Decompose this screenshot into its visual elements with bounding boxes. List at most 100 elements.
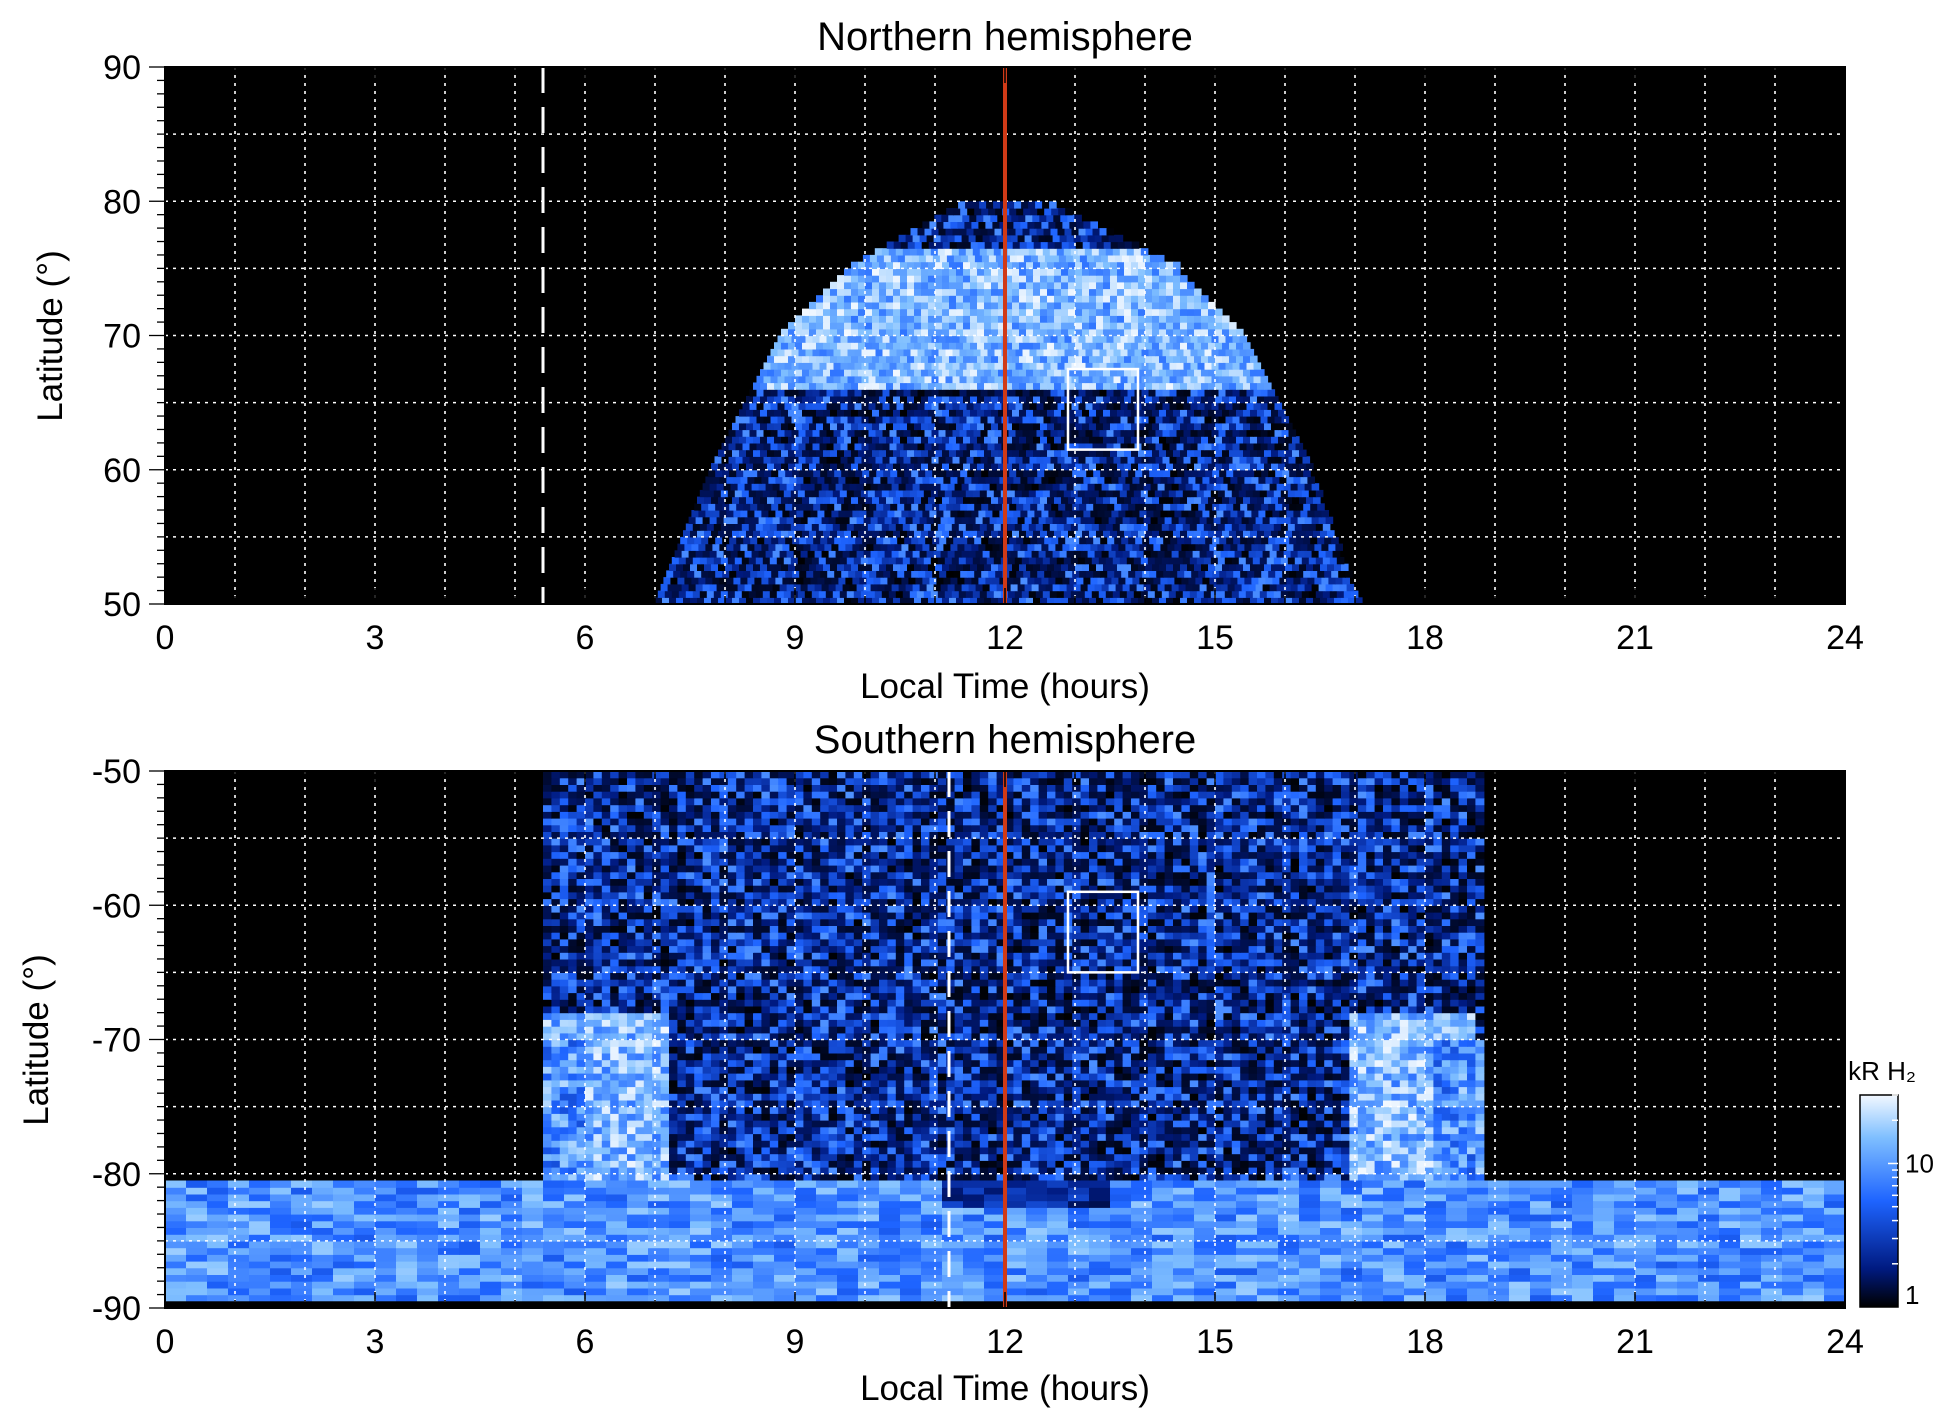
emission-cell: [1132, 577, 1140, 585]
emission-cell: [1075, 563, 1083, 571]
emission-cell: [851, 496, 859, 504]
emission-cell: [823, 395, 831, 404]
emission-cell: [1042, 557, 1051, 565]
emission-cell: [979, 248, 988, 256]
emission-cell: [1113, 402, 1122, 410]
emission-cell: [924, 335, 933, 343]
emission-cell: [1069, 510, 1077, 518]
emission-cell: [828, 550, 837, 558]
emission-cell: [1332, 1153, 1342, 1161]
emission-cell: [1233, 503, 1241, 511]
emission-cell: [1189, 557, 1198, 565]
emission-cell: [984, 355, 992, 363]
emission-cell: [947, 550, 956, 558]
emission-cell: [955, 214, 963, 222]
emission-cell: [935, 328, 943, 337]
emission-cell: [800, 583, 809, 592]
emission-cell: [856, 550, 865, 558]
emission-cell: [1128, 469, 1136, 478]
emission-cell: [1261, 536, 1269, 545]
emission-cell: [1077, 489, 1086, 498]
emission-cell: [942, 268, 950, 276]
emission-cell: [1307, 1160, 1317, 1168]
emission-cell: [1031, 483, 1040, 491]
emission-cell: [1215, 308, 1223, 316]
emission-cell: [919, 483, 928, 491]
emission-cell: [1301, 523, 1310, 531]
emission-cell: [886, 322, 894, 330]
emission-cell: [1061, 288, 1069, 296]
emission-cell: [1173, 436, 1181, 444]
emission-cell: [1068, 268, 1076, 276]
emission-cell: [1136, 550, 1145, 558]
emission-cell: [1267, 429, 1276, 437]
emission-cell: [1131, 409, 1139, 417]
emission-cell: [1117, 281, 1125, 290]
emission-cell: [879, 288, 887, 296]
emission-cell: [935, 409, 943, 417]
emission-cell: [1026, 369, 1034, 377]
emission-cell: [1180, 463, 1188, 471]
emission-cell: [660, 1146, 670, 1155]
emission-cell: [1054, 563, 1062, 571]
emission-cell: [1166, 409, 1174, 417]
emission-cell: [851, 530, 859, 538]
emission-cell: [1129, 583, 1138, 592]
emission-cell: [886, 597, 894, 605]
emission-cell: [879, 409, 887, 417]
emission-cell: [825, 590, 834, 598]
emission-cell: [830, 288, 838, 296]
emission-cell: [1159, 395, 1167, 404]
emission-cell: [949, 422, 957, 431]
emission-cell: [830, 301, 838, 310]
emission-cell: [1038, 234, 1047, 243]
emission-cell: [704, 563, 712, 571]
emission-cell: [935, 308, 943, 316]
emission-cell: [1004, 214, 1012, 222]
emission-cell: [924, 456, 933, 464]
emission-cell: [1208, 369, 1216, 377]
emission-cell: [1096, 369, 1104, 377]
emission-cell: [768, 543, 776, 551]
emission-cell: [1159, 449, 1167, 457]
emission-cell: [965, 489, 974, 498]
emission-cell: [991, 449, 999, 457]
emission-cell: [956, 409, 964, 417]
emission-cell: [1180, 301, 1188, 310]
emission-cell: [938, 442, 947, 451]
emission-cell: [1139, 1167, 1149, 1175]
emission-cell: [1033, 463, 1041, 471]
emission-cell: [971, 1146, 981, 1155]
emission-cell: [893, 369, 901, 377]
emission-cell: [1183, 362, 1192, 370]
emission-cell: [1282, 1167, 1292, 1175]
emission-cell: [792, 503, 800, 511]
emission-cell: [1250, 436, 1258, 444]
emission-cell: [747, 510, 755, 518]
emission-cell: [1194, 496, 1202, 504]
emission-cell: [593, 1140, 603, 1148]
emission-cell: [1196, 523, 1205, 531]
emission-cell: [974, 503, 982, 511]
emission-cell: [942, 496, 950, 504]
emission-cell: [1325, 550, 1334, 558]
emission-cell: [1240, 469, 1248, 478]
emission-cell: [956, 355, 964, 363]
emission-cell: [872, 436, 880, 444]
emission-cell: [1012, 342, 1020, 350]
emission-cell: [826, 335, 835, 343]
emission-cell: [1183, 402, 1192, 410]
emission-cell: [1008, 416, 1017, 424]
emission-cell: [984, 463, 992, 471]
emission-cell: [1173, 308, 1181, 316]
emission-cell: [1222, 315, 1230, 323]
emission-cell: [803, 1173, 813, 1182]
emission-cell: [835, 550, 844, 558]
emission-cell: [775, 510, 783, 518]
emission-cell: [1245, 523, 1254, 531]
emission-cell: [935, 295, 943, 303]
emission-cell: [763, 416, 772, 424]
emission-cell: [965, 201, 973, 209]
emission-cell: [949, 301, 957, 310]
emission-cell: [1250, 463, 1258, 471]
